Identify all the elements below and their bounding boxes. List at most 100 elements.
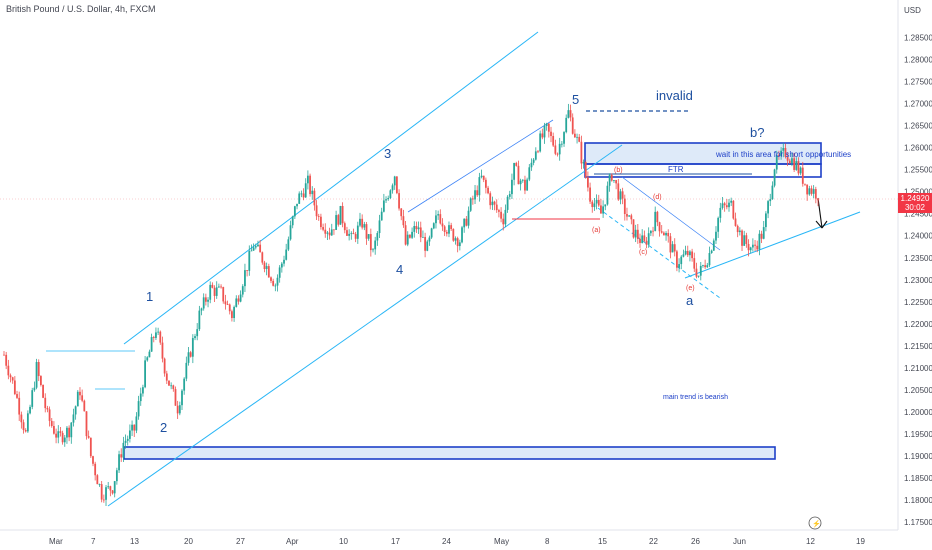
candle-body bbox=[639, 238, 641, 243]
channel-lower-line bbox=[107, 144, 623, 507]
candle-body bbox=[283, 259, 285, 264]
time-tick-label: 22 bbox=[649, 537, 658, 546]
candle-body bbox=[337, 215, 340, 225]
candle-body bbox=[382, 200, 385, 212]
candle-body bbox=[728, 202, 730, 208]
time-tick-label: 13 bbox=[130, 537, 139, 546]
candle-body bbox=[738, 230, 741, 233]
sub-wave-d: (d) bbox=[653, 194, 662, 201]
candle-body bbox=[636, 229, 639, 239]
candle-body bbox=[765, 213, 767, 228]
candle-body bbox=[747, 243, 750, 251]
candle-body bbox=[191, 338, 194, 357]
candle-body bbox=[42, 384, 44, 398]
candle-body bbox=[795, 161, 798, 170]
price-tick-label: 1.22500 bbox=[904, 298, 932, 307]
candle-body bbox=[263, 262, 266, 270]
candle-body bbox=[168, 380, 170, 386]
candle-body bbox=[272, 280, 275, 286]
price-tick-label: 1.19500 bbox=[904, 430, 932, 439]
candle-body bbox=[524, 179, 526, 191]
candle-body bbox=[691, 251, 694, 259]
candle-body bbox=[673, 244, 676, 252]
candle-body bbox=[758, 233, 761, 250]
candle-body bbox=[85, 411, 88, 437]
time-tick-label: 24 bbox=[442, 537, 451, 546]
candle-body bbox=[315, 205, 318, 217]
candle-body bbox=[778, 155, 780, 157]
candle-body bbox=[682, 254, 685, 257]
candle-body bbox=[504, 209, 507, 225]
candle-body bbox=[804, 183, 806, 185]
candle-body bbox=[44, 397, 47, 409]
candle-body bbox=[576, 136, 578, 138]
candle-body bbox=[59, 431, 62, 433]
candle-body bbox=[437, 214, 440, 216]
candle-body bbox=[689, 251, 691, 256]
candle-body bbox=[771, 185, 774, 200]
candle-body bbox=[643, 235, 646, 241]
sub-wave-b: (b) bbox=[614, 167, 623, 174]
candle-body bbox=[217, 286, 220, 288]
wave-label-b: b? bbox=[750, 125, 764, 140]
candle-body bbox=[257, 244, 259, 247]
drawings-layer bbox=[0, 31, 898, 507]
candle-body bbox=[810, 188, 813, 194]
candle-body bbox=[656, 211, 659, 223]
candle-body bbox=[207, 299, 209, 302]
candle-body bbox=[432, 223, 435, 229]
candle-body bbox=[409, 234, 411, 238]
candle-body bbox=[426, 241, 429, 251]
candle-body bbox=[547, 123, 550, 132]
candle-body bbox=[634, 229, 637, 238]
candle-body bbox=[380, 211, 383, 221]
candle-body bbox=[63, 437, 66, 443]
candle-body bbox=[424, 236, 427, 251]
candle-body bbox=[762, 227, 765, 239]
candle-body bbox=[613, 180, 615, 181]
candle-body bbox=[313, 190, 316, 206]
candle-body bbox=[595, 199, 598, 204]
candle-body bbox=[361, 218, 364, 228]
candle-body bbox=[83, 400, 86, 412]
candle-body bbox=[100, 484, 103, 500]
candle-body bbox=[773, 169, 776, 186]
candle-body bbox=[660, 231, 663, 233]
candle-body bbox=[320, 216, 322, 228]
currency-label: USD bbox=[904, 6, 921, 15]
candle-body bbox=[372, 249, 374, 251]
candle-body bbox=[181, 390, 183, 406]
candle-body bbox=[647, 233, 650, 245]
candle-body bbox=[704, 265, 707, 268]
candle-body bbox=[465, 218, 468, 226]
candle-body bbox=[676, 251, 678, 268]
candle-body bbox=[667, 232, 670, 237]
candle-body bbox=[662, 232, 665, 236]
lightning-icon: ⚡ bbox=[812, 519, 821, 528]
candle-body bbox=[9, 375, 12, 378]
candle-body bbox=[155, 332, 157, 338]
candle-body bbox=[799, 167, 802, 174]
candle-body bbox=[587, 177, 589, 188]
candle-body bbox=[187, 352, 190, 363]
candle-body bbox=[300, 193, 303, 195]
candle-body bbox=[102, 499, 105, 501]
candle-body bbox=[92, 456, 94, 464]
wave-label-1: 1 bbox=[146, 289, 153, 304]
candle-body bbox=[293, 206, 296, 217]
candle-body bbox=[751, 244, 754, 248]
down-arrow-head-left bbox=[815, 220, 823, 229]
candle-body bbox=[126, 438, 129, 441]
candle-body bbox=[348, 233, 351, 236]
candle-body bbox=[89, 437, 92, 457]
candle-body bbox=[680, 256, 683, 265]
price-tick-label: 1.24000 bbox=[904, 232, 932, 241]
current-price-badge: 1.24920 30:02 bbox=[898, 193, 932, 213]
candle-body bbox=[610, 174, 613, 181]
candle-body bbox=[725, 205, 728, 208]
candle-body bbox=[560, 143, 563, 145]
candle-body bbox=[775, 155, 778, 170]
invalid-label: invalid bbox=[656, 88, 693, 103]
time-tick-label: 27 bbox=[236, 537, 245, 546]
